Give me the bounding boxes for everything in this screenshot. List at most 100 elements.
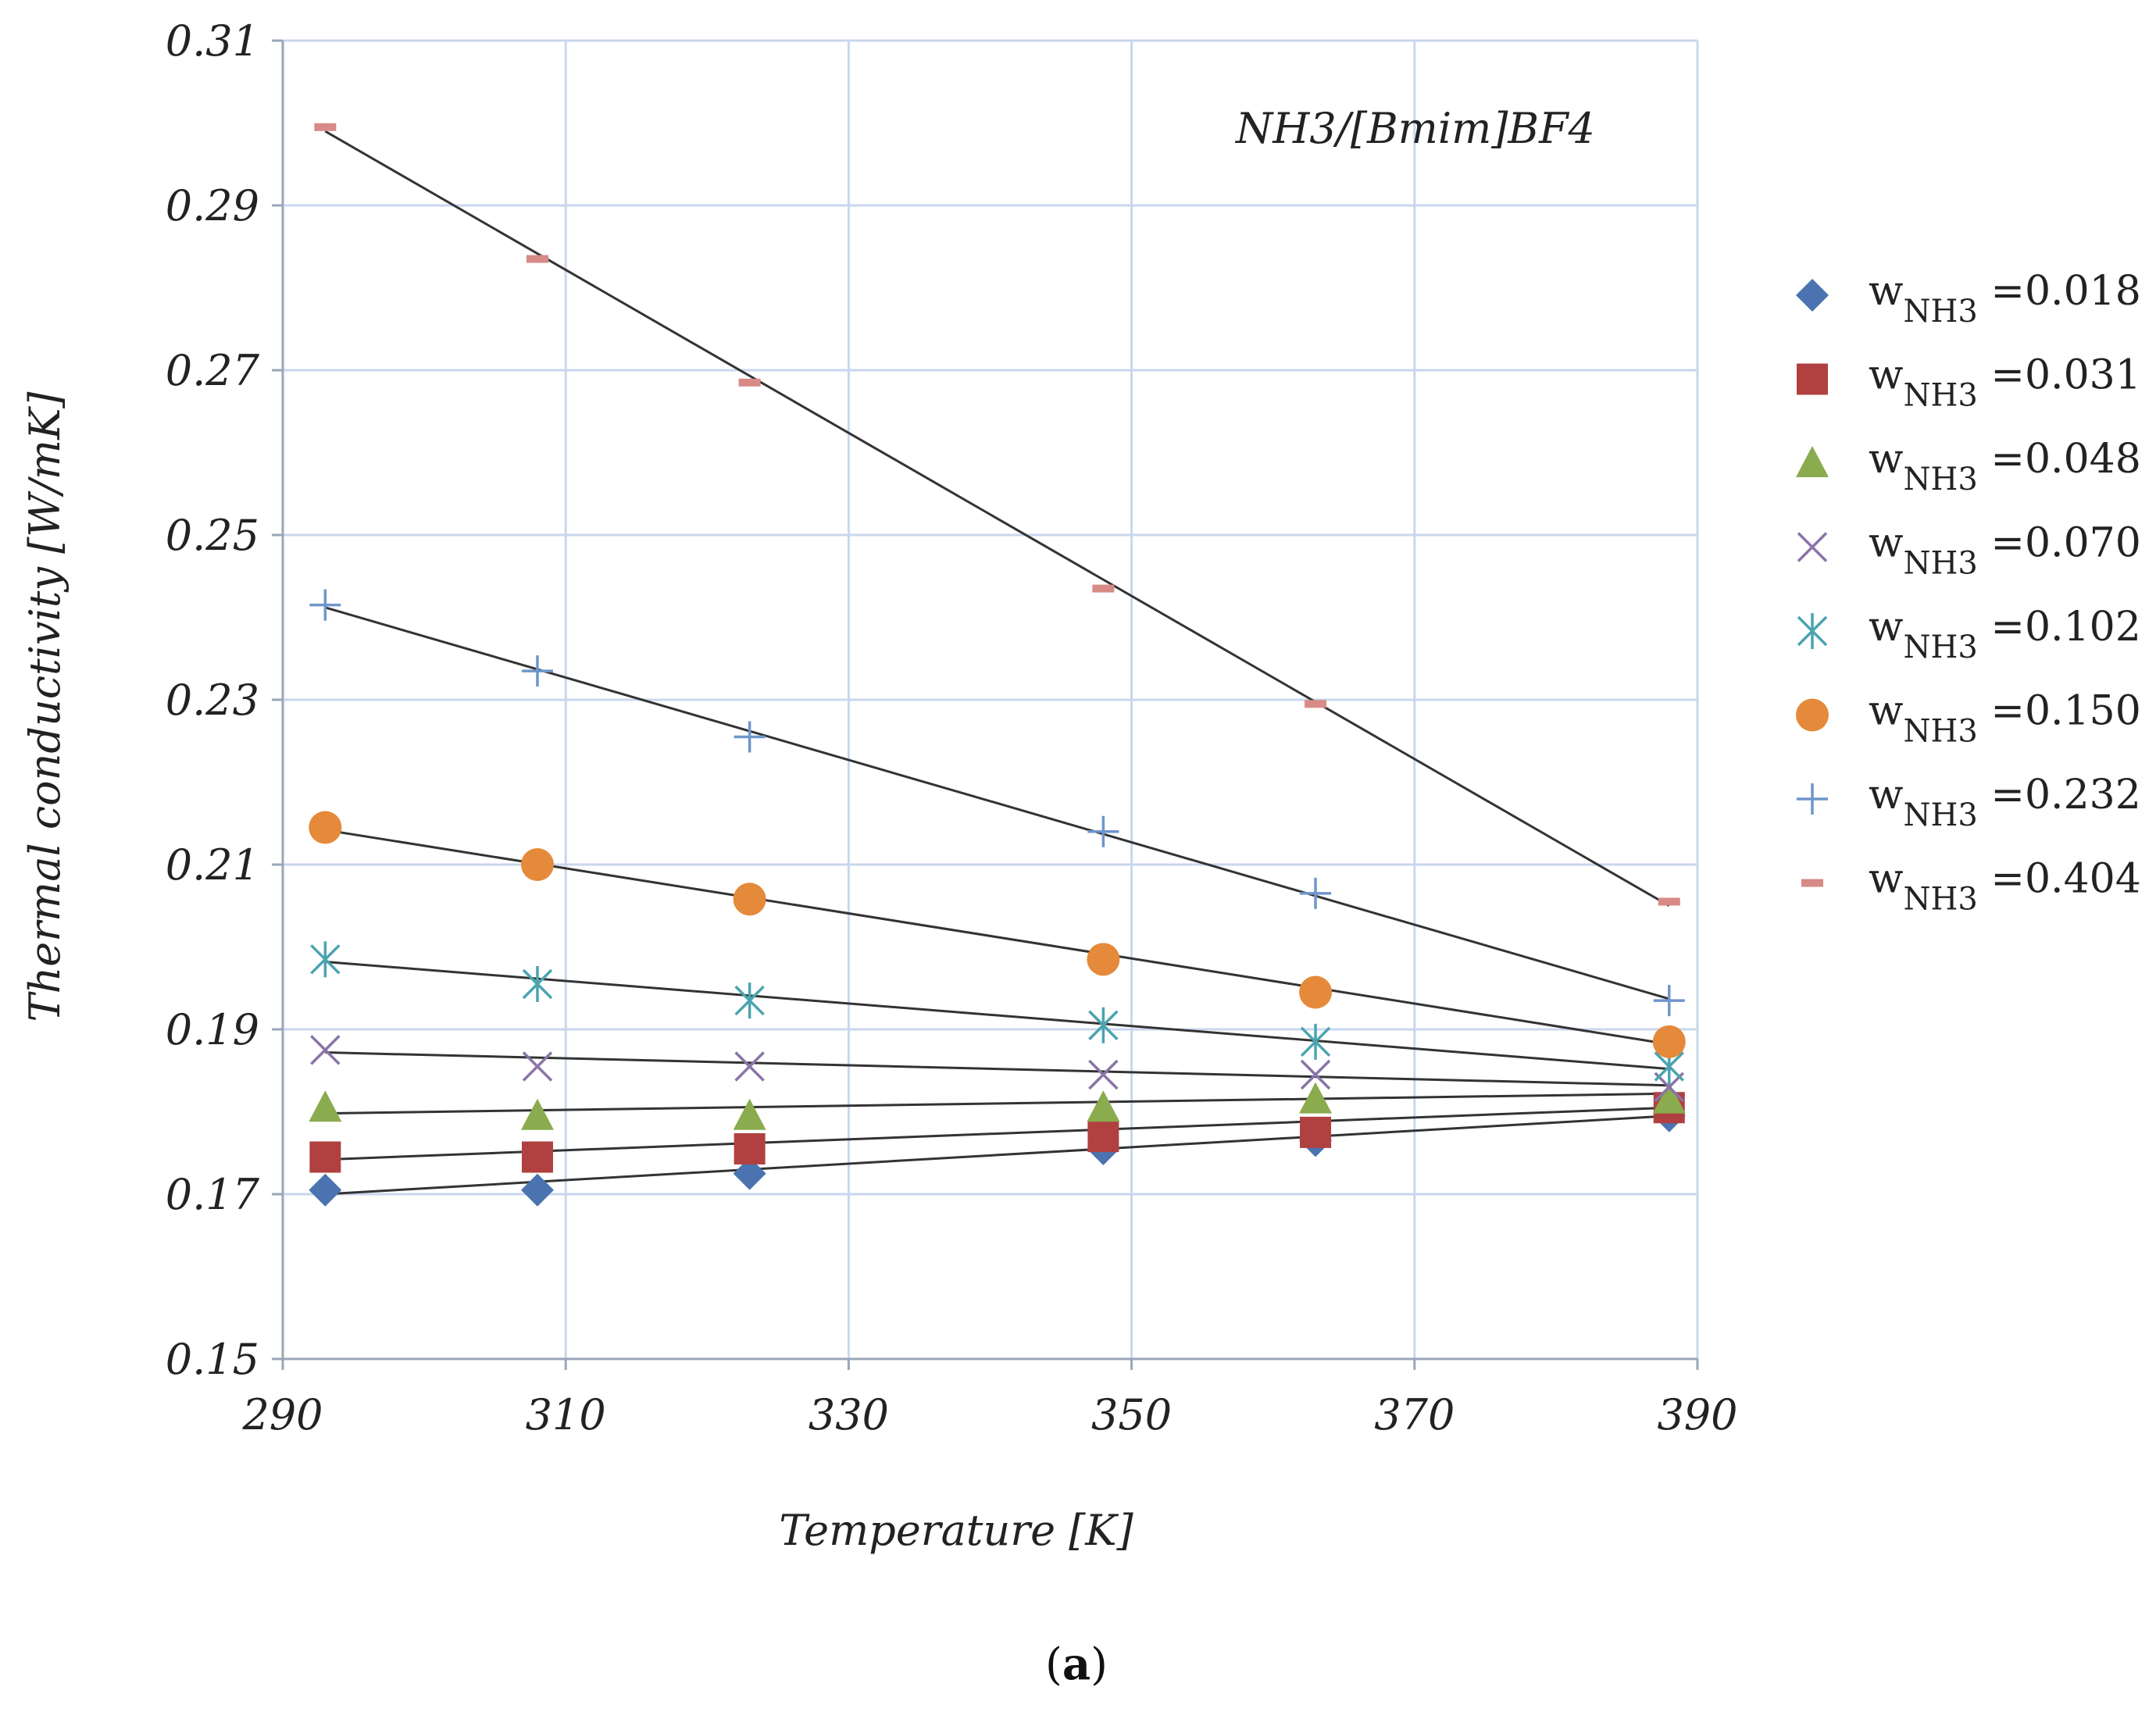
data-point xyxy=(1300,1059,1331,1090)
legend-label: wNH3 =0.031 xyxy=(1869,352,2141,414)
data-point xyxy=(1305,700,1327,708)
figure-caption: (a) xyxy=(1045,1639,1108,1690)
legend-label-sub: NH3 xyxy=(1904,378,1978,414)
data-point xyxy=(520,1173,554,1207)
data-point xyxy=(734,983,765,1019)
data-point xyxy=(734,1132,766,1164)
data-point xyxy=(1299,1082,1333,1114)
caption-open-paren: ( xyxy=(1045,1639,1062,1690)
grid-lines xyxy=(281,39,1699,1361)
x-tick-label: 370 xyxy=(1374,1390,1455,1439)
data-point xyxy=(309,811,342,844)
data-point xyxy=(738,378,761,387)
x-tick-label: 330 xyxy=(808,1390,889,1439)
data-point xyxy=(1658,897,1680,906)
data-point xyxy=(310,941,341,978)
legend-marker xyxy=(1797,532,1828,562)
fit-lines xyxy=(324,130,1670,1196)
legend-label: wNH3 =0.070 xyxy=(1869,520,2141,582)
data-point xyxy=(314,123,337,131)
data-point xyxy=(733,883,766,916)
data-point xyxy=(522,1051,553,1082)
x-tick-label: 350 xyxy=(1091,1390,1172,1439)
data-point xyxy=(733,1098,766,1130)
legend-label-sub: NH3 xyxy=(1904,882,1978,918)
data-point xyxy=(734,1051,765,1082)
legend-label: wNH3 =0.232 xyxy=(1869,772,2141,833)
legend-label-value: =0.070 xyxy=(1978,520,2141,567)
data-point xyxy=(1088,1059,1119,1090)
legend-label-main: w xyxy=(1869,856,1904,903)
x-tick-label: 310 xyxy=(526,1390,606,1439)
legend-label-sub: NH3 xyxy=(1904,714,1978,750)
data-point xyxy=(1300,877,1332,909)
caption-close-paren: ) xyxy=(1090,1639,1108,1690)
data-point xyxy=(520,848,554,881)
fit-line xyxy=(324,606,1670,1000)
legend-label-sub: NH3 xyxy=(1904,629,1978,665)
data-point xyxy=(1653,985,1685,1017)
legend-marker xyxy=(1797,613,1828,649)
legend-label-value: =0.048 xyxy=(1978,436,2141,483)
data-point xyxy=(522,965,553,1002)
legend-label: wNH3 =0.150 xyxy=(1869,688,2141,750)
data-point xyxy=(521,655,553,687)
tick-labels: 290 310 330 350 370 390 0.15 0.17 0.19 0.21 0.23 0.… xyxy=(166,16,1738,1439)
legend-label-value: =0.232 xyxy=(1978,772,2141,818)
data-point xyxy=(1300,1023,1331,1060)
y-tick-label: 0.21 xyxy=(166,840,259,890)
data-markers xyxy=(309,123,1686,1207)
y-tick-label: 0.31 xyxy=(166,16,259,66)
legend-label-value: =0.404 xyxy=(1978,856,2141,903)
axes xyxy=(272,39,1699,1370)
legend-label-main: w xyxy=(1869,268,1904,315)
data-point xyxy=(1087,943,1120,976)
data-point xyxy=(1299,975,1333,1009)
legend-label-sub: NH3 xyxy=(1904,797,1978,833)
fit-line xyxy=(324,130,1670,908)
legend-label: wNH3 =0.048 xyxy=(1869,436,2141,498)
x-axis-title: Temperature [K] xyxy=(779,1506,1133,1555)
legend-label-value: =0.018 xyxy=(1978,268,2141,315)
data-point xyxy=(1300,1116,1332,1148)
legend-marker xyxy=(1797,363,1828,395)
legend-label-value: =0.150 xyxy=(1978,688,2141,735)
x-tick-label: 390 xyxy=(1657,1390,1737,1439)
y-tick-label: 0.19 xyxy=(166,1005,259,1054)
legend-label-value: =0.031 xyxy=(1978,352,2141,399)
data-point xyxy=(1087,1090,1120,1122)
legend-label-sub: NH3 xyxy=(1904,294,1978,330)
data-point xyxy=(1087,815,1119,847)
legend-label-sub: NH3 xyxy=(1904,462,1978,498)
legend-label: wNH3 =0.018 xyxy=(1869,268,2141,330)
data-point xyxy=(310,1035,341,1065)
x-tick-label: 290 xyxy=(241,1390,323,1439)
legend-marker xyxy=(1801,879,1823,887)
legend-label-main: w xyxy=(1869,772,1904,818)
y-tick-label: 0.25 xyxy=(166,511,259,560)
data-point xyxy=(520,1098,554,1130)
legend-marker xyxy=(1796,279,1829,312)
legend-label: wNH3 =0.404 xyxy=(1869,856,2141,918)
chart-annotation: NH3/[Bmim]BF4 xyxy=(1234,104,1595,153)
legend-label-main: w xyxy=(1869,604,1904,651)
legend-label: wNH3 =0.102 xyxy=(1869,604,2141,665)
y-tick-label: 0.15 xyxy=(166,1335,259,1384)
caption-letter: a xyxy=(1062,1639,1090,1690)
data-point xyxy=(733,1157,766,1190)
fit-line xyxy=(325,960,1669,1071)
fit-line xyxy=(325,1051,1669,1087)
y-tick-label: 0.17 xyxy=(166,1170,260,1219)
legend-label-value: =0.102 xyxy=(1978,604,2141,651)
fit-line xyxy=(325,1092,1669,1115)
legend-label-main: w xyxy=(1869,436,1904,483)
legend-marker xyxy=(1797,783,1828,815)
data-point xyxy=(1088,1007,1119,1043)
data-point xyxy=(521,1141,553,1173)
legend-label-main: w xyxy=(1869,688,1904,735)
data-point xyxy=(1652,1025,1686,1058)
legend-label-sub: NH3 xyxy=(1904,546,1978,582)
data-point xyxy=(526,255,548,263)
data-point xyxy=(309,1141,341,1173)
